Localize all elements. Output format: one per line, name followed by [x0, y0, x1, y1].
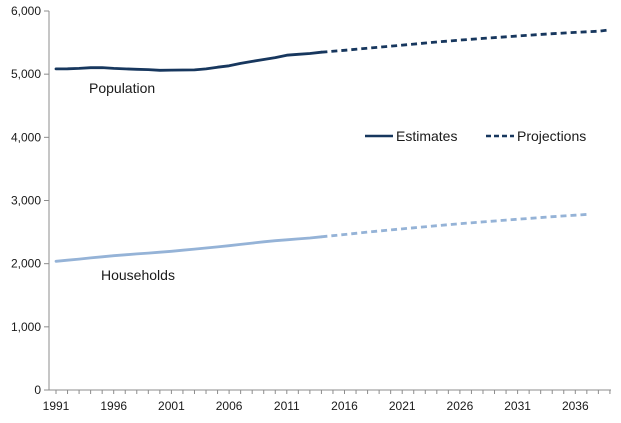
x-tick-label: 1991: [43, 399, 70, 413]
x-tick-label: 2016: [331, 399, 358, 413]
axes: 0 1,000 2,000 3,000 4,000 5,000 6,000 1991 1996 2…: [11, 4, 611, 413]
y-tick-label: 4,000: [11, 130, 41, 144]
population-projections-line: [321, 28, 611, 54]
x-tick-label: 2031: [504, 399, 531, 413]
legend: Estimates Projections: [365, 128, 586, 144]
y-tick-label: 0: [34, 383, 41, 397]
y-tick-label: 3,000: [11, 194, 41, 208]
y-tick-label: 1,000: [11, 320, 41, 334]
x-tick-label: 2006: [216, 399, 243, 413]
x-tick-label: 2021: [389, 399, 416, 413]
x-tick-label: 2001: [158, 399, 185, 413]
y-tick-label: 2,000: [11, 257, 41, 271]
y-tick-label: 6,000: [11, 4, 41, 18]
series-group: [54, 28, 611, 263]
population-series-label: Population: [89, 80, 155, 96]
x-tick-label: 1996: [100, 399, 127, 413]
households-projections-line: [321, 213, 587, 239]
y-tick-label: 5,000: [11, 67, 41, 81]
legend-projections-label: Projections: [517, 128, 586, 144]
legend-estimates-label: Estimates: [396, 128, 457, 144]
x-tick-label: 2036: [562, 399, 589, 413]
households-series-label: Households: [101, 267, 175, 283]
households-estimates-line: [54, 235, 323, 263]
x-tick-label: 2011: [274, 399, 300, 413]
population-estimates-line: [54, 50, 323, 72]
x-tick-label: 2026: [447, 399, 474, 413]
